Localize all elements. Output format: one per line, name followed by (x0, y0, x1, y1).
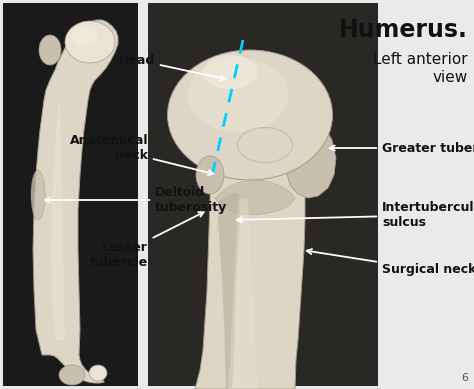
Polygon shape (286, 100, 336, 198)
Text: 6: 6 (461, 373, 468, 383)
Text: Humerus.: Humerus. (339, 18, 468, 42)
Text: Lesser
tubercle: Lesser tubercle (90, 212, 204, 269)
Text: Head: Head (119, 54, 225, 81)
Polygon shape (215, 180, 295, 215)
Ellipse shape (71, 25, 99, 47)
Text: Surgical neck: Surgical neck (307, 249, 474, 277)
Text: Greater tubercle: Greater tubercle (330, 142, 474, 154)
Polygon shape (218, 193, 240, 389)
Ellipse shape (65, 21, 115, 63)
Polygon shape (195, 92, 305, 389)
Text: Anatomical
neck: Anatomical neck (70, 134, 213, 175)
Text: view: view (433, 70, 468, 85)
Ellipse shape (196, 156, 224, 194)
Polygon shape (33, 20, 118, 383)
Polygon shape (51, 100, 65, 340)
Bar (3, 3, 138, 386)
Ellipse shape (167, 50, 332, 180)
Polygon shape (228, 198, 258, 389)
Text: Intertubercular
sulcus: Intertubercular sulcus (237, 201, 474, 229)
Ellipse shape (39, 35, 61, 65)
Text: Deltoid
tuberosity: Deltoid tuberosity (45, 186, 227, 214)
Ellipse shape (188, 58, 288, 133)
Bar (148, 3, 378, 386)
Ellipse shape (59, 365, 85, 385)
Ellipse shape (31, 170, 45, 220)
Ellipse shape (202, 54, 257, 89)
Text: Left anterior: Left anterior (374, 52, 468, 67)
Ellipse shape (89, 365, 107, 381)
